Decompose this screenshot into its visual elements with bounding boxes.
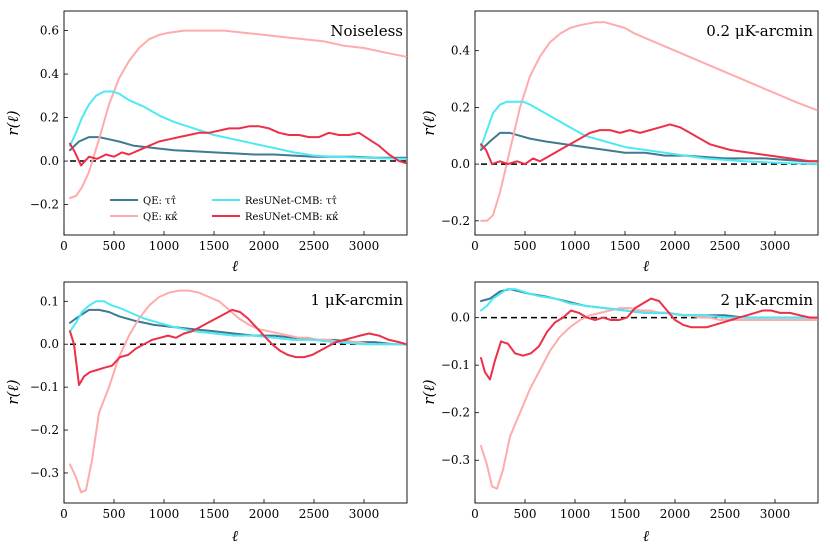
y-axis-label: r(ℓ): [4, 379, 22, 404]
x-tick-label: 2000: [249, 507, 280, 521]
x-tick-label: 2000: [660, 507, 691, 521]
y-axis-label: r(ℓ): [420, 379, 438, 404]
y-tick-label: −0.2: [441, 214, 470, 228]
y-tick-label: −0.3: [441, 453, 470, 467]
panel-frame: [474, 281, 819, 504]
x-tick-label: 3000: [349, 239, 380, 253]
series-line-4: [480, 297, 818, 381]
x-tick-label: 0: [471, 239, 479, 253]
x-tick-label: 0: [60, 507, 68, 521]
x-tick-label: 2500: [299, 507, 330, 521]
legend: QE: ττ̂ QE: κκ̂ ResUNet-CMB: ττ̂ ResUNet…: [110, 196, 339, 223]
x-tick-label: 0: [60, 239, 68, 253]
panel-frame: [63, 281, 408, 504]
panel-noiseless: 0 500 1000 1500 2000 2500 3000 −0.2 0.0 0.2 0.4 0.6…: [4, 10, 408, 275]
series-line-3: [69, 300, 407, 346]
x-tick-label: 0: [471, 507, 479, 521]
panel-frame: [474, 10, 819, 236]
panel-axes: 0 500 1000 1500 2000 2500 3000 −0.3 −0.2 −0.1 0.0 0…: [30, 294, 379, 521]
series-line-2: [480, 21, 818, 222]
y-tick-label: −0.1: [30, 380, 59, 394]
y-tick-label: −0.1: [441, 358, 470, 372]
legend-label: ResUNet-CMB: ττ̂: [245, 196, 337, 207]
x-axis-label: ℓ: [643, 527, 649, 545]
y-axis-label: r(ℓ): [420, 110, 438, 135]
y-tick-label: 0.6: [40, 24, 59, 38]
y-tick-label: 0.4: [451, 44, 470, 58]
panel-title: 1 μK-arcmin: [311, 291, 404, 309]
x-tick-label: 1500: [610, 507, 641, 521]
series-line-1: [69, 308, 407, 346]
series-line-4: [480, 123, 818, 166]
series-lines: [69, 29, 407, 199]
y-tick-label: 0.2: [451, 100, 470, 114]
y-axis-label: r(ℓ): [4, 110, 22, 135]
x-axis-label: ℓ: [232, 257, 238, 275]
panel-1-uk-arcmin: 0 500 1000 1500 2000 2500 3000 −0.3 −0.2 −0.1 0.0 0…: [4, 281, 408, 545]
y-tick-label: 0.0: [451, 311, 470, 325]
panel-frame: [63, 10, 408, 236]
x-tick-label: 500: [514, 239, 537, 253]
panel-axes: 0 500 1000 1500 2000 2500 3000 −0.3 −0.2 −0.1 0.0: [441, 311, 790, 521]
series-line-3: [480, 100, 818, 166]
y-tick-label: −0.2: [441, 406, 470, 420]
series-line-2: [480, 307, 818, 490]
y-tick-label: 0.1: [40, 294, 59, 308]
series-line-2: [69, 29, 407, 199]
y-tick-label: 0.0: [40, 154, 59, 168]
panel-0.2-uk-arcmin: 0 500 1000 1500 2000 2500 3000 −0.2 0.0 0.2 0.4 0.…: [420, 10, 819, 275]
series-line-1: [480, 131, 818, 163]
x-tick-label: 2500: [710, 507, 741, 521]
legend-label: QE: ττ̂: [143, 196, 177, 207]
y-tick-label: −0.2: [30, 423, 59, 437]
legend-label: ResUNet-CMB: κκ̂: [245, 212, 339, 223]
x-tick-label: 3000: [349, 507, 380, 521]
panel-title: Noiseless: [330, 22, 403, 40]
x-tick-label: 1000: [560, 507, 591, 521]
panel-axes: 0 500 1000 1500 2000 2500 3000 −0.2 0.0 0.2 0.4 0.6: [30, 24, 379, 253]
x-axis-label: ℓ: [232, 527, 238, 545]
y-tick-label: 0.0: [451, 157, 470, 171]
y-tick-label: 0.2: [40, 111, 59, 125]
x-tick-label: 2500: [710, 239, 741, 253]
y-tick-label: −0.3: [30, 466, 59, 480]
x-tick-label: 1500: [199, 239, 230, 253]
x-tick-label: 1000: [560, 239, 591, 253]
legend-label: QE: κκ̂: [143, 212, 178, 223]
x-tick-label: 2000: [249, 239, 280, 253]
x-tick-label: 3000: [760, 239, 791, 253]
series-line-4: [69, 308, 407, 386]
x-tick-label: 1500: [199, 507, 230, 521]
series-line-3: [480, 288, 818, 319]
x-axis-label: ℓ: [643, 257, 649, 275]
x-tick-label: 1500: [610, 239, 641, 253]
x-tick-label: 1000: [149, 507, 180, 521]
series-line-2: [69, 289, 407, 494]
panel-title: 2 μK-arcmin: [721, 291, 814, 309]
x-tick-label: 2000: [660, 239, 691, 253]
x-tick-label: 3000: [760, 507, 791, 521]
x-tick-label: 500: [103, 507, 126, 521]
x-tick-label: 2500: [299, 239, 330, 253]
series-lines: [69, 289, 407, 494]
x-tick-label: 500: [514, 507, 537, 521]
y-tick-label: −0.2: [30, 198, 59, 212]
x-tick-label: 1000: [149, 239, 180, 253]
series-line-4: [69, 125, 407, 167]
panel-title: 0.2 μK-arcmin: [706, 22, 813, 40]
y-tick-label: 0.0: [40, 337, 59, 351]
x-tick-label: 500: [103, 239, 126, 253]
series-lines: [480, 21, 818, 222]
series-line-3: [69, 90, 407, 160]
series-lines: [480, 288, 818, 490]
y-tick-label: 0.4: [40, 67, 59, 81]
panel-2-uk-arcmin: 0 500 1000 1500 2000 2500 3000−0.3−0.2−0.10.0 …: [420, 281, 819, 545]
panel-axes: 0 500 1000 1500 2000 2500 3000 −0.2 0.0 0.2 0.4: [441, 44, 790, 253]
